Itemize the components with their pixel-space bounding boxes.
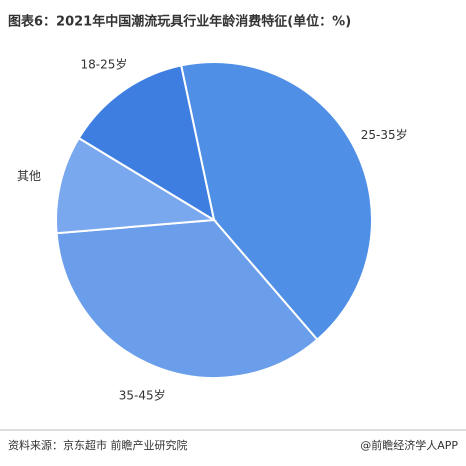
pie-slice [179, 61, 373, 342]
pie-slice [77, 64, 216, 223]
slice-label: 18-25岁 [80, 57, 127, 72]
pie-slice [55, 218, 319, 379]
pie-slice [55, 136, 218, 235]
source: 资料来源：京东超市 前瞻产业研究院 [8, 438, 188, 452]
credit: @前瞻经济学人APP [360, 438, 458, 452]
slice-label: 35-45岁 [119, 387, 166, 402]
slice-label: 其他 [17, 169, 41, 183]
chart-title: 图表6：2021年中国潮流玩具行业年龄消费特征(单位：%) [8, 14, 351, 30]
slice-label: 25-35岁 [361, 127, 408, 142]
